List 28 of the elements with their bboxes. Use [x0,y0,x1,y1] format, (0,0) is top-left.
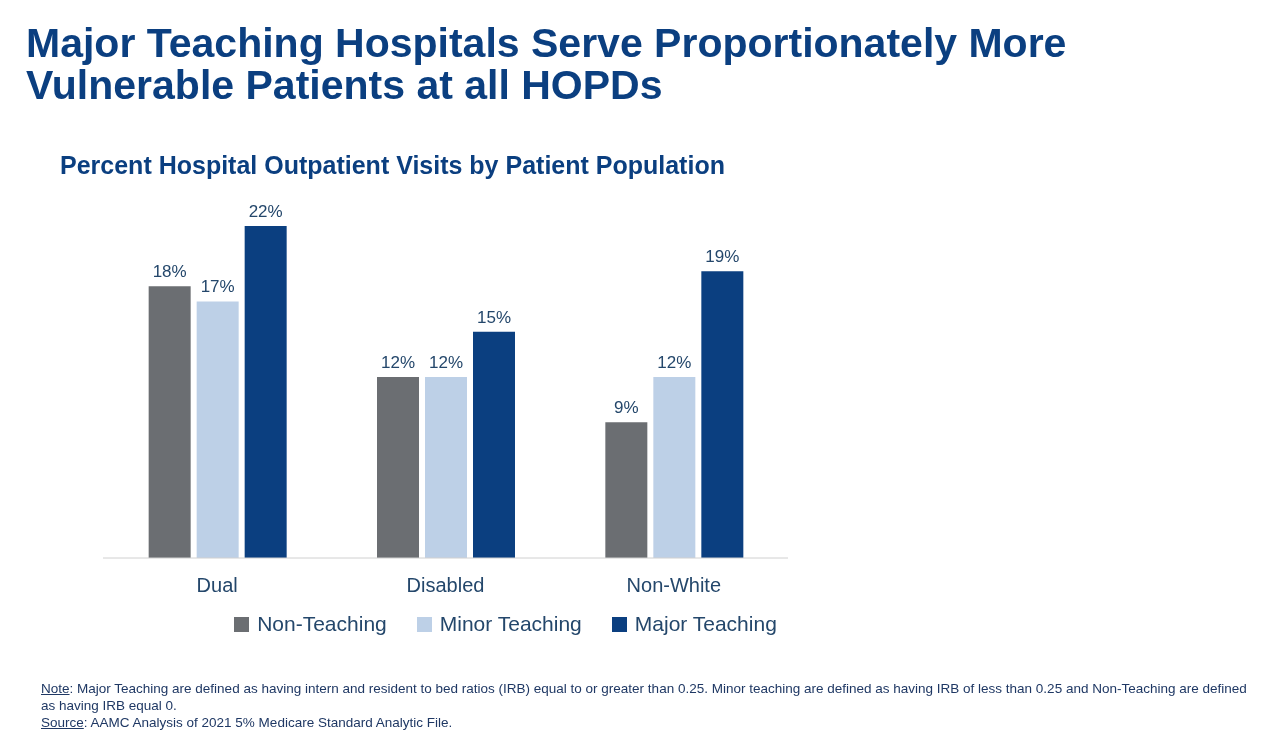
data-label: 22% [248,202,283,221]
x-tick-label: Non-White [626,574,722,597]
text: Note: Major Teaching are defined as having intern and resident to bed ratios (IRB) equal to or greater than 0.25. Minor teaching are defined as having IRB of less than 0.25 and Non-Teaching are defined as having IRB equal 0. [41,681,1247,713]
x-tick-label: Disabled [406,574,485,597]
bar [701,271,744,558]
data-label: 12% [428,352,464,372]
chart-subtitle: Percent Hospital Outpatient Visits by Patient Population [60,151,725,180]
data-label: 12% [380,352,416,372]
data-label: 9% [614,398,639,418]
bar [377,376,419,558]
bar [605,422,648,558]
bar [425,376,467,558]
bar [653,376,696,558]
x-tick-label: Dual [196,574,238,597]
legend-label: Non-Teaching [257,612,387,636]
data-label: 12% [657,352,692,372]
data-label: 18% [152,262,187,282]
bar [196,301,239,558]
data-label: 15% [476,307,512,327]
data-label: 19% [705,247,740,267]
source-note: Source: AAMC Analysis of 2021 5% Medicare Standard Analytic File. [41,715,453,730]
bar [473,331,515,558]
chart-title: Major Teaching Hospitals Serve Proportionately More Vulnerable Patients at all HOPDs [26,20,1068,108]
legend-label: Major Teaching [634,612,777,636]
bar [148,286,191,558]
data-label: 17% [200,277,235,297]
legend-label: Minor Teaching [439,612,582,636]
bar [244,226,287,558]
